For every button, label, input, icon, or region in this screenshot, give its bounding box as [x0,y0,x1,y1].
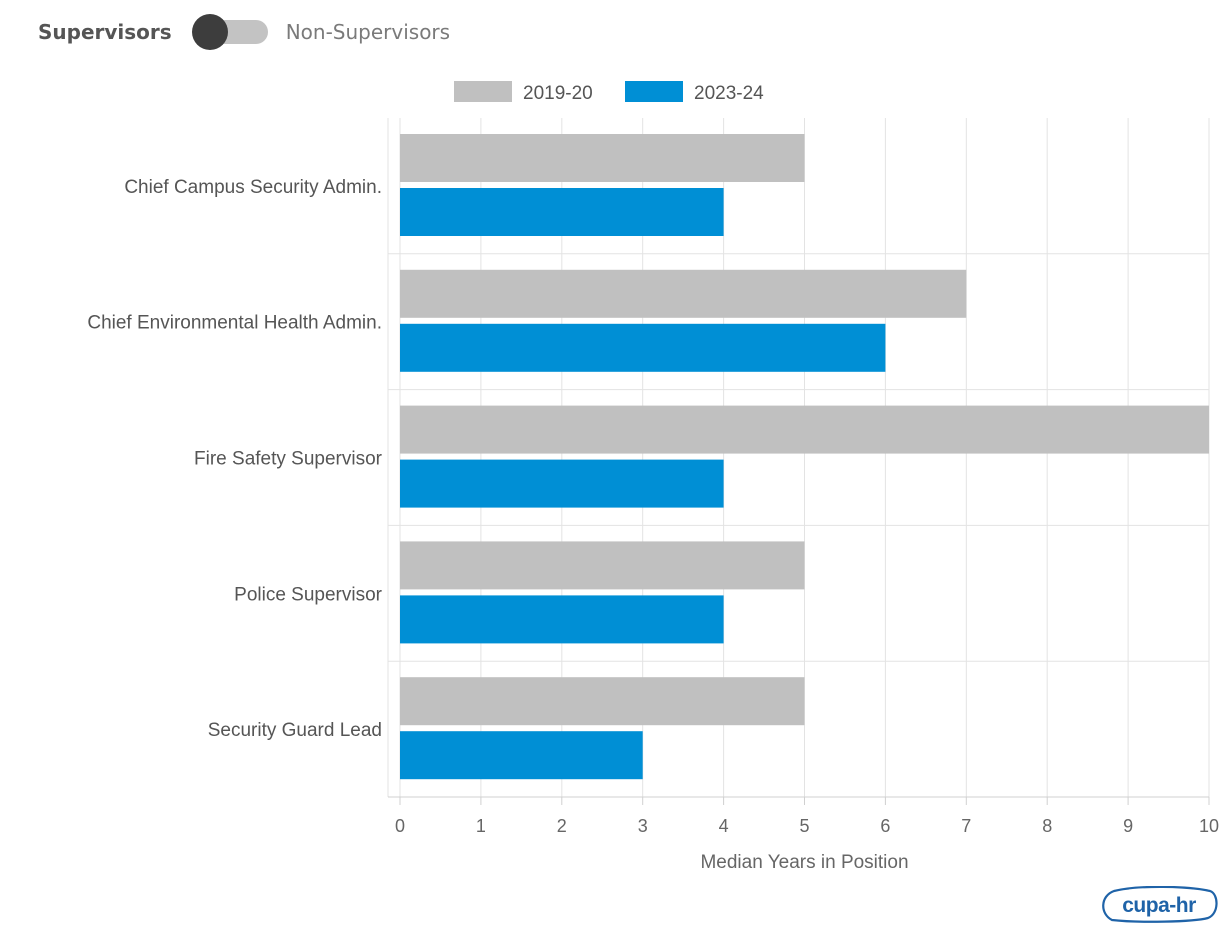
x-tick-label: 3 [638,816,648,836]
x-tick-label: 7 [961,816,971,836]
x-tick-label: 1 [476,816,486,836]
logo-swoosh [1102,886,1218,923]
category-label: Security Guard Lead [208,720,382,741]
category-label: Chief Environmental Health Admin. [87,313,382,334]
category-label: Police Supervisor [234,584,383,605]
toggle-knob[interactable] [191,14,228,50]
x-tick-label: 8 [1042,816,1052,836]
svg-text:cupa-hr: cupa-hr [1122,894,1196,917]
category-label: Fire Safety Supervisor [194,449,383,470]
bar-2019-20 [400,269,967,318]
bar-2019-20 [400,405,1209,454]
x-tick-label: 0 [395,816,405,836]
supervisors-label[interactable]: Supervisors [38,20,172,44]
supervisor-toggle-group: Supervisors Non-Supervisors [38,14,450,50]
bar-2023-24 [400,731,643,780]
cupa-hr-logo: cupa-hr [1102,886,1218,923]
category-label: Chief Campus Security Admin. [124,177,382,198]
bar-2023-24 [400,595,724,644]
bar-2019-20 [400,134,805,182]
legend-swatch-2023-24 [625,81,683,102]
non-supervisors-label[interactable]: Non-Supervisors [285,20,451,44]
x-tick-label: 9 [1123,816,1133,836]
x-axis-title: Median Years in Position [700,852,908,873]
bar-2019-20 [400,677,805,726]
legend-label: 2023-24 [694,83,764,104]
legend-label: 2019-20 [523,83,593,104]
bar-2023-24 [400,188,724,236]
x-tick-label: 10 [1199,816,1219,836]
legend-swatch-2019-20 [454,81,512,102]
x-tick-label: 6 [880,816,890,836]
bar-2023-24 [400,323,886,372]
x-tick-label: 2 [557,816,567,836]
x-tick-label: 4 [719,816,729,836]
bar-2019-20 [400,541,805,590]
bar-2023-24 [400,459,724,508]
supervisor-toggle-switch[interactable] [191,14,268,50]
x-tick-label: 5 [799,816,809,836]
